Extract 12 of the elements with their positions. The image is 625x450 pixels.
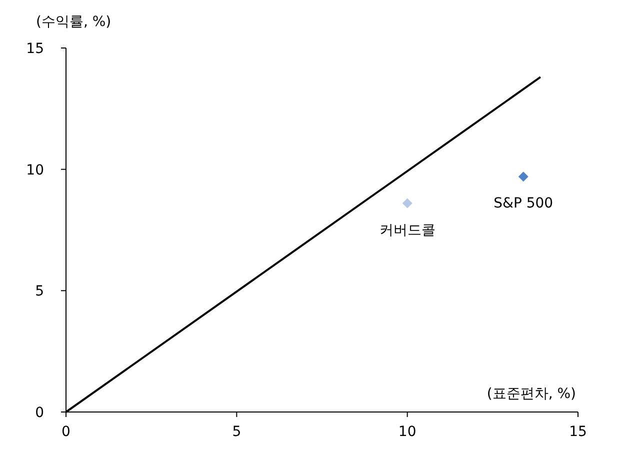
x-tick-label: 5 <box>232 424 242 440</box>
y-tick-label: 10 <box>26 162 44 178</box>
y-tick-label: 5 <box>35 284 44 300</box>
x-tick-label: 0 <box>62 424 70 440</box>
x-tick-label: 15 <box>569 424 587 440</box>
x-tick-label: 10 <box>398 424 416 440</box>
y-tick-label: 15 <box>26 41 44 57</box>
y-tick-label: 0 <box>35 405 44 421</box>
y-axis-title: (수익률, %) <box>36 14 112 30</box>
x-axis-title: (표준편차, %) <box>486 386 576 402</box>
series-label: 커버드콜 <box>379 222 436 238</box>
series-label: S&P 500 <box>494 196 554 212</box>
